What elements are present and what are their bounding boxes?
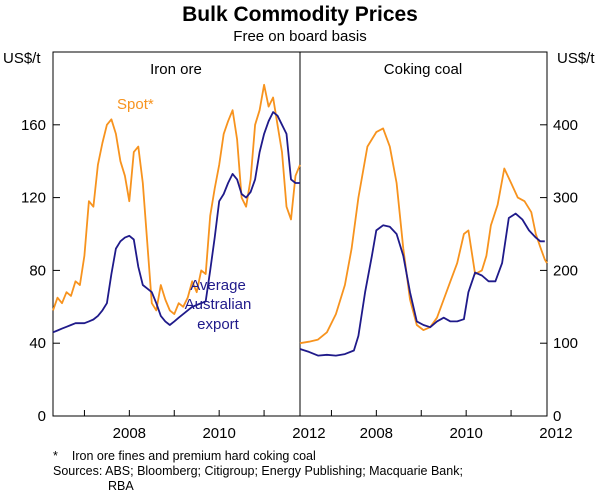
y-tick-label: 300 bbox=[553, 190, 578, 207]
y-tick-label: 200 bbox=[553, 262, 578, 279]
iron-spot-line bbox=[52, 83, 301, 316]
export-annotation-line2: Australian bbox=[185, 296, 252, 313]
chart-title: Bulk Commodity Prices bbox=[182, 3, 418, 26]
x-tick-label: 2008 bbox=[360, 425, 393, 442]
sources-line2: RBA bbox=[108, 479, 134, 493]
x-tick-label: 2010 bbox=[449, 425, 482, 442]
coal-export-line bbox=[299, 212, 545, 357]
sources-line1: Sources: ABS; Bloomberg; Citigroup; Ener… bbox=[53, 464, 463, 478]
left-unit-label: US$/t bbox=[3, 50, 41, 67]
y-tick-label: 400 bbox=[553, 117, 578, 134]
right-y-axis: 0 100 200 300 400 bbox=[540, 117, 578, 425]
footnote: * Iron ore fines and premium hard coking … bbox=[53, 449, 316, 464]
footnote-text: Iron ore fines and premium hard coking c… bbox=[71, 449, 316, 463]
x-tick-label: 2008 bbox=[113, 425, 146, 442]
coal-spot-line bbox=[299, 127, 548, 345]
footnote-marker: * bbox=[53, 449, 58, 463]
chart-subtitle: Free on board basis bbox=[233, 28, 366, 45]
x-axis: 2008 2010 2012 2008 2010 2012 bbox=[83, 410, 573, 442]
x-tick-label: 2010 bbox=[202, 425, 235, 442]
export-annotation-line1: Average bbox=[190, 277, 246, 294]
panel-title-coking-coal: Coking coal bbox=[384, 61, 462, 78]
y-tick-label: 0 bbox=[553, 408, 561, 425]
iron-export-line bbox=[52, 111, 300, 334]
right-unit-label: US$/t bbox=[557, 50, 595, 67]
y-tick-label: 40 bbox=[29, 335, 46, 352]
y-tick-label: 100 bbox=[553, 335, 578, 352]
panel-title-iron-ore: Iron ore bbox=[150, 61, 202, 78]
y-tick-label: 120 bbox=[21, 190, 46, 207]
export-annotation-line3: export bbox=[197, 316, 240, 333]
left-y-axis: 0 40 80 120 160 bbox=[21, 117, 60, 425]
y-tick-label: 160 bbox=[21, 117, 46, 134]
coking-coal-series bbox=[299, 127, 548, 357]
x-tick-label: 2012 bbox=[292, 425, 325, 442]
y-tick-label: 80 bbox=[29, 262, 46, 279]
y-tick-label: 0 bbox=[38, 408, 46, 425]
spot-annotation: Spot* bbox=[117, 96, 154, 113]
iron-ore-series bbox=[52, 83, 301, 334]
x-tick-label: 2012 bbox=[539, 425, 572, 442]
